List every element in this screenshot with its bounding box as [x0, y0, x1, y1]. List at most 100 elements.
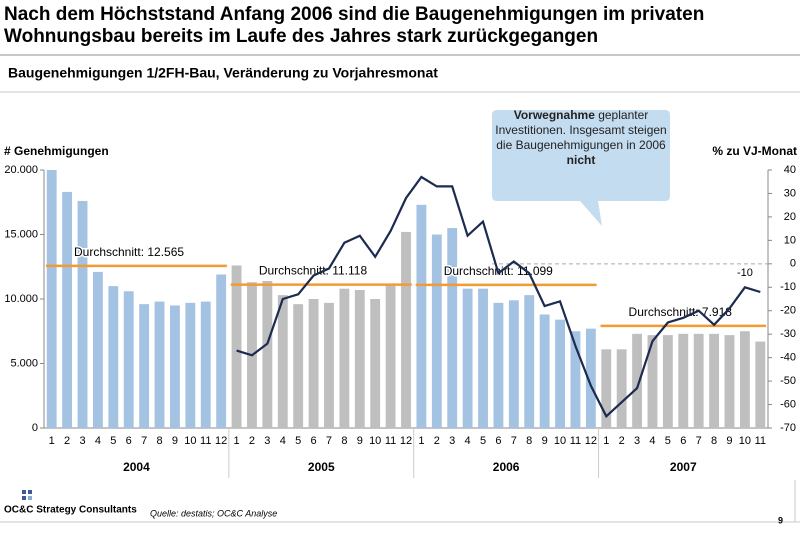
title-line: Nach dem Höchststand Anfang 2006 sind di… — [4, 4, 704, 25]
x-tick-label: 5 — [295, 435, 301, 447]
page-number: 9 — [778, 515, 783, 525]
bar — [662, 335, 673, 428]
x-tick-label: 6 — [680, 435, 686, 447]
data-label: -10 — [737, 267, 753, 279]
bar — [647, 335, 658, 428]
x-tick-label: 5 — [665, 435, 671, 447]
logo: OC&C Strategy Consultants — [4, 505, 137, 516]
x-tick-label: 11 — [385, 435, 396, 447]
bar — [308, 299, 319, 428]
bar — [678, 333, 689, 428]
bar — [262, 280, 273, 428]
year-label: 2004 — [123, 460, 150, 474]
x-tick-label: 10 — [554, 435, 566, 447]
average-label: Durchschnitt: 12.565 — [74, 245, 184, 259]
x-tick-label: 8 — [711, 435, 717, 447]
y2-tick-label: 10 — [784, 234, 796, 246]
x-tick-label: 1 — [233, 435, 239, 447]
bar — [431, 234, 442, 428]
bar — [724, 335, 735, 428]
x-tick-label: 8 — [156, 435, 162, 447]
x-tick-label: 7 — [326, 435, 332, 447]
y2-tick-label: -30 — [780, 328, 796, 340]
bar — [539, 314, 550, 428]
bar — [508, 300, 519, 428]
x-tick-label: 3 — [449, 435, 455, 447]
bar — [416, 204, 427, 428]
bar — [123, 291, 134, 428]
y2-tick-label: 20 — [784, 211, 796, 223]
x-tick-label: 7 — [511, 435, 517, 447]
bar — [170, 305, 180, 428]
x-tick-label: 2 — [64, 435, 70, 447]
callout-bubble — [492, 110, 670, 226]
y-tick-label: 15.000 — [4, 228, 38, 240]
y-tick-label: 5.000 — [10, 357, 38, 369]
bar — [77, 200, 88, 428]
bar — [277, 295, 288, 428]
bar — [709, 333, 720, 428]
x-tick-label: 8 — [341, 435, 347, 447]
bar — [354, 289, 365, 428]
x-tick-label: 4 — [280, 435, 286, 447]
callout-text: Vorwegnahme geplanter Investitionen. Ins… — [492, 108, 670, 168]
bar — [616, 349, 627, 428]
x-tick-label: 11 — [755, 435, 766, 447]
y2-tick-label: -60 — [780, 398, 796, 410]
y-tick-label: 20.000 — [4, 164, 38, 176]
x-tick-label: 12 — [400, 435, 412, 447]
year-label: 2006 — [493, 460, 520, 474]
bar — [108, 286, 119, 428]
bar — [524, 295, 535, 428]
bar — [447, 228, 458, 428]
y2-tick-label: 0 — [790, 258, 796, 270]
bar — [601, 349, 612, 428]
x-tick-label: 2 — [249, 435, 255, 447]
x-tick-label: 3 — [634, 435, 640, 447]
year-label: 2005 — [308, 460, 335, 474]
bar — [570, 331, 581, 428]
x-tick-label: 3 — [79, 435, 85, 447]
bar — [154, 301, 165, 428]
source: Quelle: destatis; OC&C Analyse — [150, 508, 277, 518]
bar — [385, 284, 396, 428]
bar — [185, 302, 196, 428]
callout-bold: nicht — [566, 153, 596, 167]
y2-tick-label: -40 — [780, 352, 796, 364]
x-tick-label: 3 — [264, 435, 270, 447]
x-tick-label: 1 — [418, 435, 424, 447]
x-tick-label: 10 — [369, 435, 381, 447]
y2-tick-label: -10 — [780, 281, 796, 293]
x-tick-label: 9 — [542, 435, 548, 447]
bar — [293, 304, 304, 428]
bar — [62, 191, 73, 428]
bar — [324, 302, 334, 428]
bar — [46, 170, 57, 428]
bar — [231, 265, 242, 428]
x-tick-label: 7 — [696, 435, 702, 447]
bar — [339, 288, 350, 428]
bar — [555, 319, 565, 428]
x-tick-label: 9 — [172, 435, 178, 447]
x-tick-label: 7 — [141, 435, 147, 447]
x-tick-label: 1 — [49, 435, 55, 447]
y-axis-label: # Genehmigungen — [4, 144, 109, 158]
y2-tick-label: -70 — [780, 422, 796, 434]
bar — [139, 304, 150, 428]
x-tick-label: 12 — [215, 435, 227, 447]
bar — [92, 271, 103, 428]
bar — [401, 231, 411, 428]
x-tick-label: 10 — [184, 435, 196, 447]
bar — [739, 331, 750, 428]
year-label: 2007 — [670, 460, 697, 474]
y2-tick-label: -20 — [780, 305, 796, 317]
average-label: Durchschnitt: 11.118 — [259, 264, 368, 278]
bar — [462, 288, 473, 428]
y2-tick-label: 30 — [784, 187, 796, 199]
x-tick-label: 4 — [95, 435, 101, 447]
x-tick-label: 11 — [200, 435, 211, 447]
x-tick-label: 6 — [495, 435, 501, 447]
x-tick-label: 1 — [603, 435, 609, 447]
bar — [632, 333, 642, 428]
